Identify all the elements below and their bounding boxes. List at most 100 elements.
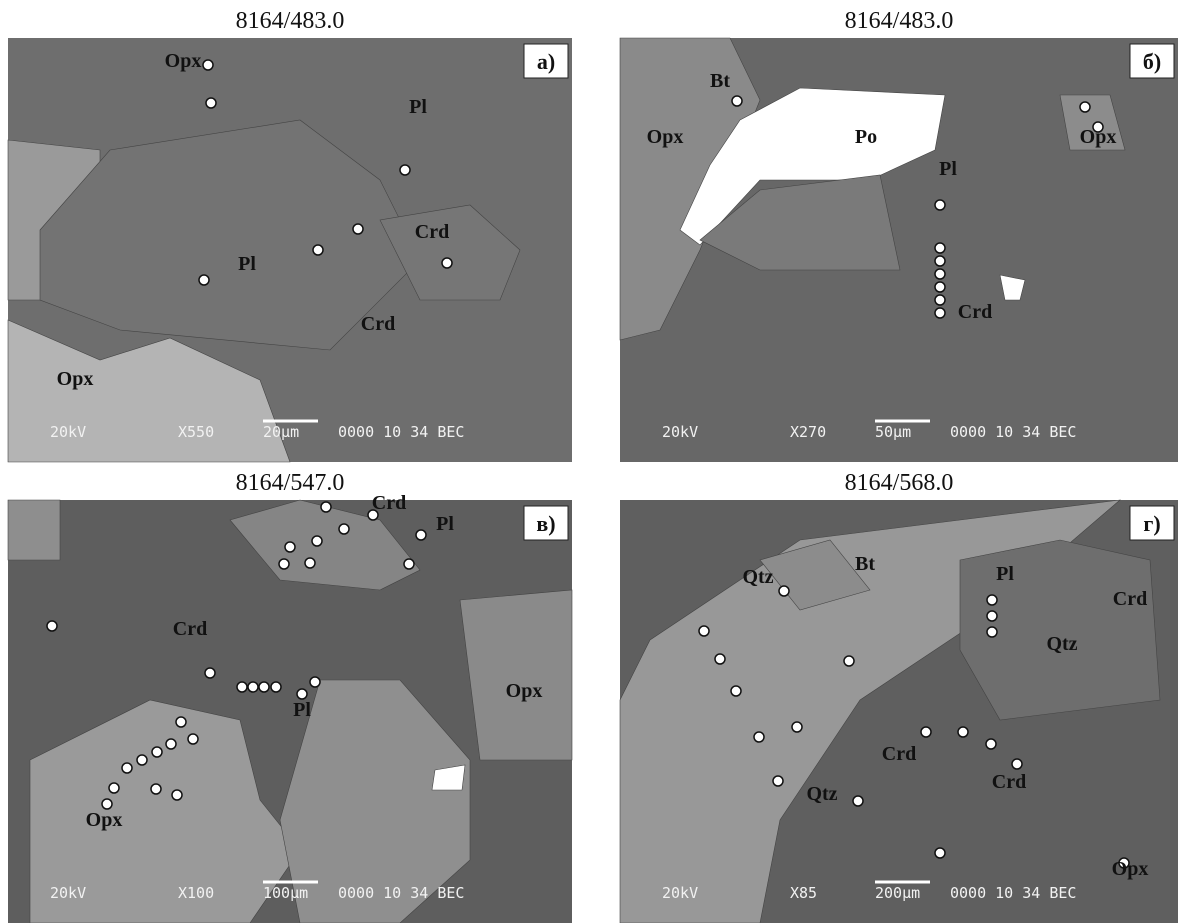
analysis-point <box>206 98 216 108</box>
analysis-point <box>987 595 997 605</box>
footer-magnification: X550 <box>178 423 214 441</box>
mineral-label: Opx <box>1112 858 1149 880</box>
mineral-label: Pl <box>238 253 256 275</box>
analysis-point <box>176 717 186 727</box>
analysis-point <box>313 245 323 255</box>
mineral-label: Opx <box>506 680 543 702</box>
analysis-point <box>152 747 162 757</box>
mineral-label: Crd <box>173 618 207 640</box>
grain <box>8 500 60 560</box>
mineral-label: Opx <box>86 809 123 831</box>
analysis-point <box>416 530 426 540</box>
analysis-point <box>792 722 802 732</box>
mineral-label: Opx <box>165 50 202 72</box>
footer-info: 0000 10 34 BEC <box>338 423 464 441</box>
mineral-label: Crd <box>415 221 449 243</box>
analysis-point <box>279 559 289 569</box>
mineral-label: Crd <box>372 492 406 514</box>
analysis-point <box>237 682 247 692</box>
analysis-point <box>297 689 307 699</box>
analysis-point <box>853 796 863 806</box>
footer-voltage: 20kV <box>50 423 86 441</box>
grain <box>460 590 572 760</box>
panel-letter: а) <box>537 49 555 74</box>
analysis-point <box>312 536 322 546</box>
analysis-point <box>935 295 945 305</box>
analysis-point <box>935 256 945 266</box>
panel-title: 8164/483.0 <box>845 8 954 34</box>
mineral-label: Pl <box>409 96 427 118</box>
footer-voltage: 20kV <box>662 423 698 441</box>
panel: 8164/568.0BtQtzPlCrdQtzCrdCrdQtzOpxг)20k… <box>620 470 1178 923</box>
footer-magnification: X85 <box>790 884 817 902</box>
analysis-point <box>47 621 57 631</box>
panel-title: 8164/547.0 <box>236 470 345 496</box>
analysis-point <box>199 275 209 285</box>
analysis-point <box>442 258 452 268</box>
footer-voltage: 20kV <box>662 884 698 902</box>
footer-scale: 200µm <box>875 884 920 902</box>
analysis-point <box>731 686 741 696</box>
analysis-point <box>1080 102 1090 112</box>
analysis-point <box>935 308 945 318</box>
analysis-point <box>285 542 295 552</box>
footer-magnification: X270 <box>790 423 826 441</box>
analysis-point <box>921 727 931 737</box>
analysis-point <box>754 732 764 742</box>
mineral-label: Crd <box>992 771 1026 793</box>
mineral-label: Pl <box>939 158 957 180</box>
panel-letter: г) <box>1143 511 1160 536</box>
analysis-point <box>732 96 742 106</box>
mineral-label: Bt <box>855 553 875 575</box>
mineral-label: Crd <box>1113 588 1147 610</box>
analysis-point <box>321 502 331 512</box>
analysis-point <box>102 799 112 809</box>
footer-magnification: X100 <box>178 884 214 902</box>
mineral-label: Opx <box>647 126 684 148</box>
analysis-point <box>400 165 410 175</box>
analysis-point <box>1012 759 1022 769</box>
analysis-point <box>935 200 945 210</box>
footer-info: 0000 10 34 BEC <box>338 884 464 902</box>
analysis-point <box>122 763 132 773</box>
analysis-point <box>271 682 281 692</box>
analysis-point <box>935 269 945 279</box>
mineral-label: Pl <box>436 513 454 535</box>
mineral-label: Crd <box>361 313 395 335</box>
analysis-point <box>137 755 147 765</box>
figure: 8164/483.0OpxPlCrdPlCrdOpxа)20kVX55020µm… <box>0 0 1183 923</box>
mineral-label: Pl <box>293 699 311 721</box>
mineral-label: Bt <box>710 70 730 92</box>
analysis-point <box>353 224 363 234</box>
footer-voltage: 20kV <box>50 884 86 902</box>
analysis-point <box>259 682 269 692</box>
footer-info: 0000 10 34 BEC <box>950 884 1076 902</box>
mineral-label: Qtz <box>1046 633 1077 655</box>
mineral-label: Qtz <box>806 783 837 805</box>
mineral-label: Opx <box>57 368 94 390</box>
panel-title: 8164/568.0 <box>845 470 954 496</box>
analysis-point <box>935 848 945 858</box>
analysis-point <box>779 586 789 596</box>
analysis-point <box>339 524 349 534</box>
analysis-point <box>109 783 119 793</box>
panel-title: 8164/483.0 <box>236 8 345 34</box>
mineral-label: Po <box>855 126 877 148</box>
analysis-point <box>715 654 725 664</box>
analysis-point <box>844 656 854 666</box>
mineral-label: Pl <box>996 563 1014 585</box>
analysis-point <box>935 243 945 253</box>
analysis-point <box>188 734 198 744</box>
mineral-label: Crd <box>958 301 992 323</box>
analysis-point <box>172 790 182 800</box>
analysis-point <box>151 784 161 794</box>
analysis-point <box>773 776 783 786</box>
analysis-point <box>310 677 320 687</box>
mineral-label: Crd <box>882 743 916 765</box>
footer-info: 0000 10 34 BEC <box>950 423 1076 441</box>
footer-scale: 50µm <box>875 423 911 441</box>
analysis-point <box>305 558 315 568</box>
